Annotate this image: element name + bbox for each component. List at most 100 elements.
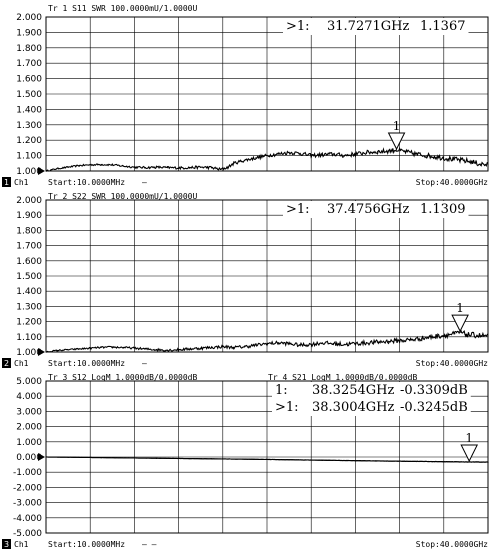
data-point: [454, 333, 456, 335]
data-point: [299, 344, 301, 346]
start-frequency: Start:10.0000MHz: [48, 540, 125, 549]
data-point: [122, 346, 124, 349]
marker-readout-value: -0.3245dB: [400, 400, 468, 415]
data-point: [415, 153, 417, 155]
data-point: [211, 346, 213, 349]
data-point: [244, 346, 246, 348]
data-point: [144, 348, 146, 350]
marker-label: 1: [465, 431, 473, 445]
data-point: [45, 456, 47, 458]
trace-header: Tr 2 S22 SWR 100.0000mU/1.0000U: [48, 192, 197, 201]
trace-panel-1: Tr 1 S11 SWR 100.0000mU/1.0000U 2.000 1.90…: [2, 4, 489, 187]
y-tick-label: 2.000: [16, 423, 42, 433]
channel-badge-number: 1: [4, 178, 9, 187]
trace-header: Tr 3 S12 LogM 1.0000dB/0.0000dB: [48, 373, 197, 382]
data-point: [266, 458, 268, 461]
data-point: [443, 334, 445, 336]
channel-badge-number: 3: [4, 540, 9, 549]
data-point: [321, 154, 323, 156]
marker-readout: >1: 38.3004GHz -0.3245dB: [275, 400, 468, 415]
data-point: [332, 343, 334, 345]
data-point: [354, 343, 356, 345]
y-tick-label: 5.000: [16, 377, 42, 387]
marker-readout-background: [283, 18, 469, 35]
marker-triangle[interactable]: [460, 444, 479, 463]
data-point: [200, 347, 202, 349]
start-frequency: Start:10.0000MHz: [48, 359, 125, 368]
data-point: [219, 168, 222, 171]
data-point: [266, 343, 268, 345]
y-tick-label: -4.000: [13, 514, 42, 524]
data-point: [332, 153, 334, 155]
y-tick-label: 1.500: [16, 90, 42, 100]
y-tick-label: 1.600: [16, 75, 42, 85]
channel-badge[interactable]: [2, 358, 11, 368]
data-point: [432, 336, 434, 338]
data-point: [155, 166, 158, 168]
data-point: [155, 349, 158, 351]
footer-marker-indicator: —: [142, 178, 147, 187]
data-point: [188, 348, 191, 350]
marker-readout-prefix: 1:: [275, 383, 288, 398]
data-point: [45, 351, 47, 353]
data-point: [166, 167, 169, 169]
data-point: [200, 166, 202, 168]
data-point: [465, 333, 467, 336]
data-point: [155, 457, 158, 459]
y-tick-label: -5.000: [13, 529, 42, 539]
marker-label: 1: [393, 119, 401, 133]
marker-readout: >1: 31.7271GHz 1.1367: [286, 19, 466, 34]
data-point: [398, 340, 401, 342]
data-point: [233, 346, 235, 349]
stop-frequency: Stop:40.0000GHz: [416, 178, 488, 187]
marker-readout-frequency: 38.3254GHz: [312, 383, 394, 398]
marker-readout-prefix: >1:: [286, 19, 310, 34]
y-tick-label: 1.600: [16, 257, 42, 267]
data-point: [470, 161, 473, 163]
data-point: [321, 459, 323, 461]
marker-triangle[interactable]: [387, 132, 406, 151]
channel-badge[interactable]: [2, 539, 11, 549]
data-point: [211, 458, 213, 460]
channel-badge[interactable]: [2, 177, 11, 187]
y-tick-label: 4.000: [16, 392, 42, 402]
data-point: [277, 342, 279, 344]
data-point: [479, 163, 481, 165]
data-point: [67, 166, 69, 168]
marker-readout-value: 1.1367: [420, 19, 466, 34]
data-point: [426, 155, 428, 157]
data-point: [288, 151, 290, 154]
stop-frequency: Stop:40.0000GHz: [416, 359, 488, 368]
data-point: [432, 460, 434, 463]
start-frequency: Start:10.0000MHz: [48, 178, 125, 187]
data-point: [365, 151, 368, 154]
marker-readout-value: -0.3309dB: [400, 383, 468, 398]
y-tick-label: 2.000: [16, 13, 42, 23]
stop-frequency: Stop:40.0000GHz: [416, 540, 488, 549]
data-point: [133, 166, 135, 168]
data-point: [100, 457, 102, 459]
y-tick-label: 1.100: [16, 333, 42, 343]
data-point: [266, 155, 268, 157]
data-point: [376, 151, 379, 153]
data-point: [89, 347, 91, 349]
footer-marker-indicator: —: [142, 359, 147, 368]
channel-badge-number: 2: [4, 359, 9, 368]
marker-readout-frequency: 31.7271GHz: [327, 19, 409, 34]
data-point: [78, 165, 80, 167]
channel-label: Ch1: [14, 359, 29, 368]
data-point: [133, 347, 135, 349]
data-point: [244, 159, 246, 161]
marker-readout-value: 1.1309: [420, 202, 466, 217]
data-point: [376, 341, 379, 343]
data-point: [437, 156, 439, 158]
data-point: [288, 343, 290, 345]
trace-panel-2: Tr 2 S22 SWR 100.0000mU/1.0000U 2.000 1.90…: [2, 192, 489, 368]
footer-marker-indicator: — —: [142, 540, 157, 549]
marker-readout-prefix: >1:: [286, 202, 310, 217]
data-point: [376, 460, 379, 462]
marker-triangle[interactable]: [451, 314, 469, 333]
series-line: [45, 328, 489, 353]
data-point: [255, 157, 257, 159]
y-tick-label: -2.000: [13, 483, 42, 493]
